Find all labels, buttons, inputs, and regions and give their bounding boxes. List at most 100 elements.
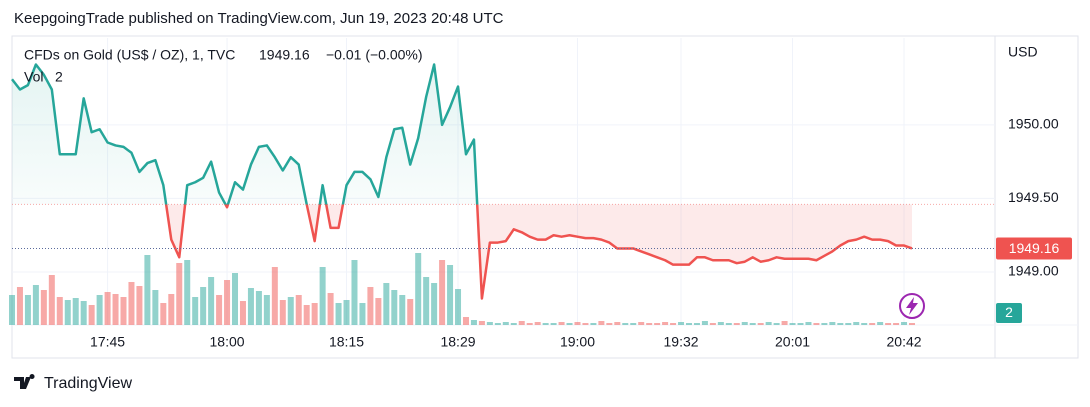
volume-bar xyxy=(239,301,246,325)
volume-bar xyxy=(685,323,692,325)
symbol-title: CFDs on Gold (US$ / OZ), 1, TVC xyxy=(24,47,235,63)
volume-bar xyxy=(367,287,374,325)
volume-bar xyxy=(287,297,294,325)
volume-bar xyxy=(574,322,581,325)
volume-bar xyxy=(701,321,708,325)
volume-bar xyxy=(335,303,342,325)
volume-bar xyxy=(885,323,892,325)
volume-bar xyxy=(144,255,151,325)
price-badge xyxy=(996,237,1072,260)
plot xyxy=(9,38,995,325)
volume-bar xyxy=(359,303,366,325)
volume-bar xyxy=(32,285,39,325)
volume-bar xyxy=(391,290,398,325)
volume-bar xyxy=(654,323,661,325)
y-tick-label: 1949.00 xyxy=(1008,263,1059,279)
volume-bar xyxy=(48,275,55,325)
volume-bar xyxy=(375,298,382,325)
volume-bar xyxy=(455,289,462,325)
volume-bar xyxy=(192,297,199,325)
volume-bar xyxy=(447,265,454,325)
volume-bar xyxy=(439,260,446,325)
volume-bar xyxy=(160,303,167,325)
price-change: −0.01 (−0.00%) xyxy=(326,47,423,63)
volume-bar xyxy=(909,323,915,325)
volume-bar xyxy=(327,293,334,325)
volume-bar xyxy=(112,294,119,325)
volume-bar xyxy=(837,323,844,325)
volume-bar xyxy=(184,260,191,325)
volume-bar xyxy=(351,260,358,325)
currency-label: USD xyxy=(1008,44,1038,60)
volume-bar xyxy=(494,323,501,325)
x-tick-label: 20:01 xyxy=(775,334,810,350)
volume-bar xyxy=(781,321,788,325)
volume-bar xyxy=(773,323,780,325)
volume-bar xyxy=(558,322,565,325)
volume-bar xyxy=(662,322,669,325)
volume-bar xyxy=(869,323,876,325)
volume-bar xyxy=(303,305,310,325)
publish-header: KeepgoingTrade published on TradingView.… xyxy=(14,10,504,27)
volume-bar xyxy=(72,298,79,325)
x-tick-label: 18:15 xyxy=(329,334,364,350)
price-badge-label: 1949.16 xyxy=(1009,240,1060,256)
volume-bar xyxy=(40,290,47,325)
lightning-icon[interactable] xyxy=(899,293,925,319)
volume-bar xyxy=(829,322,836,325)
volume-bar xyxy=(168,294,175,325)
volume-bar xyxy=(614,322,621,325)
volume-bar xyxy=(725,323,732,325)
volume-bar xyxy=(821,323,828,325)
volume-bar xyxy=(176,263,183,325)
volume-bar xyxy=(263,295,270,325)
x-tick-label: 19:00 xyxy=(560,334,595,350)
volume-bar xyxy=(24,295,31,325)
volume-bar xyxy=(861,323,868,325)
volume-bar xyxy=(470,320,477,325)
volume-bar xyxy=(590,323,597,325)
volume-bar xyxy=(765,322,772,325)
volume-bar xyxy=(431,283,438,325)
volume-bar xyxy=(510,323,517,325)
volume-badge-label: 2 xyxy=(1005,304,1013,320)
volume-bar xyxy=(646,323,653,325)
volume-bar xyxy=(311,303,318,325)
volume-bar xyxy=(423,277,430,325)
x-tick-label: 20:42 xyxy=(887,334,922,350)
volume-bar xyxy=(678,322,685,325)
volume-bar xyxy=(741,322,748,325)
volume-bar xyxy=(622,323,629,325)
volume-bar xyxy=(295,295,302,325)
volume-bar xyxy=(16,287,23,325)
volume-bar xyxy=(789,323,796,325)
brand-name: TradingView xyxy=(44,375,132,392)
volume-bar xyxy=(478,321,485,325)
volume-bar xyxy=(670,323,677,325)
volume-bar xyxy=(598,321,605,325)
y-tick-label: 1949.50 xyxy=(1008,189,1059,205)
volume-bar xyxy=(550,323,557,325)
last-price: 1949.16 xyxy=(259,47,310,63)
volume-bar xyxy=(757,323,764,325)
volume-bar xyxy=(638,322,645,325)
volume-bar xyxy=(542,323,549,325)
volume-bar xyxy=(534,322,541,325)
volume-bar xyxy=(901,322,908,325)
volume-bar xyxy=(709,323,716,325)
volume-bar xyxy=(693,323,700,325)
volume-bar xyxy=(64,300,71,325)
volume-bar xyxy=(224,280,231,325)
volume-bar xyxy=(383,283,390,325)
volume-bar xyxy=(271,267,278,325)
volume-bar xyxy=(96,295,103,325)
volume-bar xyxy=(582,323,589,325)
volume-bar xyxy=(877,322,884,325)
volume-bar xyxy=(407,299,414,325)
volume-bar xyxy=(502,322,509,325)
volume-bar xyxy=(399,295,406,325)
volume-bar xyxy=(343,300,350,325)
volume-bar xyxy=(733,323,740,325)
